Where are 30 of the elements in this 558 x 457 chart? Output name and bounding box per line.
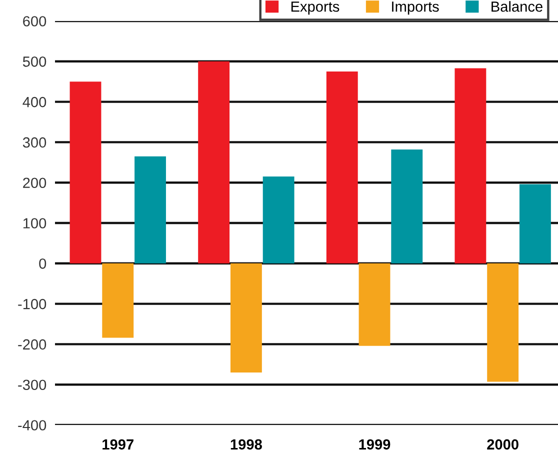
bar [102, 263, 134, 338]
y-tick-label: -300 [18, 380, 46, 390]
y-tick-label: -100 [18, 298, 46, 310]
y-tick-label: 600 [23, 16, 46, 26]
x-tick-label: 2000 [487, 439, 518, 450]
y-tick-label: -200 [18, 339, 46, 350]
legend-label: Balance [492, 1, 542, 12]
legend-label: Imports [392, 2, 439, 15]
legend-label: Exports [291, 2, 340, 15]
y-tick-label: 400 [22, 96, 46, 108]
bar [358, 263, 390, 346]
x-tick-label: 1999 [359, 439, 390, 450]
bar [262, 176, 294, 264]
bar [70, 82, 102, 264]
bar [230, 263, 262, 372]
x-tick-label: 1997 [102, 439, 134, 450]
x-tick-label: 1998 [230, 439, 262, 450]
y-tick-label: -400 [18, 420, 46, 430]
bar [198, 61, 230, 264]
bar [487, 263, 519, 382]
bar [391, 149, 423, 264]
y-tick-label: 300 [22, 137, 46, 148]
y-tick-label: 0 [39, 258, 46, 269]
bar [519, 184, 551, 264]
y-tick-label: 100 [23, 218, 46, 228]
bar [134, 156, 166, 264]
y-tick-label: 200 [23, 178, 46, 188]
bar [454, 68, 486, 264]
y-tick-label: 500 [22, 56, 46, 67]
bar [326, 72, 358, 264]
